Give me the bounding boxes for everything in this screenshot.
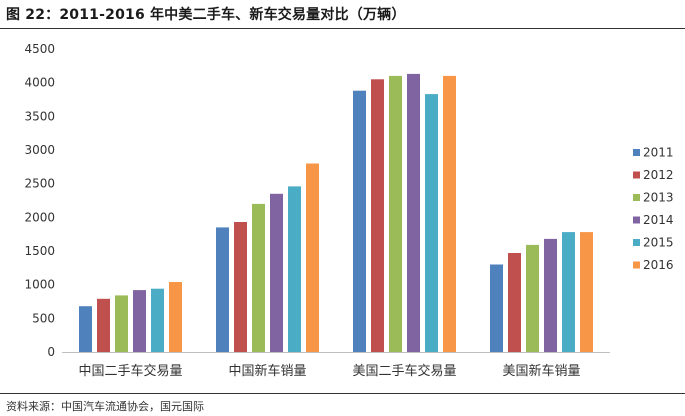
bar (306, 163, 319, 352)
bar (115, 295, 128, 352)
x-axis-labels: 中国二手车交易量 中国新车销量 美国二手车交易量 美国新车销量 (78, 363, 580, 379)
bar (508, 253, 521, 352)
legend-swatch (633, 239, 640, 246)
legend-label: 2012 (643, 168, 674, 182)
y-tick-label: 2500 (24, 177, 55, 191)
y-tick-label: 1000 (24, 278, 55, 292)
legend-label: 2014 (643, 213, 674, 227)
bar (151, 288, 164, 352)
legend: 2011 2012 2013 2014 2015 2016 (633, 146, 674, 272)
bar (216, 227, 229, 352)
bar (169, 282, 182, 352)
bar-chart: 0 500 1000 1500 2000 2500 3000 3500 4000 4500 中国二… (24, 42, 674, 379)
y-tick-label: 3000 (24, 143, 55, 157)
bar (234, 222, 247, 352)
bar (97, 298, 110, 352)
y-tick-label: 4500 (24, 42, 55, 56)
x-tick-label: 美国二手车交易量 (352, 363, 456, 379)
bar (252, 203, 265, 352)
bar (389, 75, 402, 353)
source-note: 资料来源：中国汽车流通协会，国元国际 (6, 400, 204, 413)
bar (270, 193, 283, 352)
legend-label: 2015 (643, 236, 674, 250)
bars (79, 73, 593, 353)
bar (425, 94, 438, 352)
bar (133, 290, 146, 352)
legend-label: 2011 (643, 146, 674, 160)
bar (443, 75, 456, 353)
bar (526, 244, 539, 352)
legend-swatch (633, 216, 640, 224)
x-tick-label: 中国新车销量 (228, 363, 306, 379)
legend-swatch (633, 194, 640, 201)
bar (490, 264, 503, 352)
top-divider (0, 28, 685, 29)
bar (407, 73, 420, 353)
x-tick-label: 中国二手车交易量 (78, 363, 182, 379)
x-tick-label: 美国新车销量 (502, 363, 580, 379)
legend-swatch (633, 149, 640, 156)
bar (580, 232, 593, 352)
bottom-divider (0, 393, 685, 394)
bar (353, 90, 366, 352)
bar (544, 238, 557, 352)
bar (562, 232, 575, 352)
chart-title: 图 22：2011-2016 年中美二手车、新车交易量对比（万辆） (6, 7, 406, 23)
y-axis-ticks: 0 500 1000 1500 2000 2500 3000 3500 4000 4500 (24, 42, 55, 359)
bar (288, 186, 301, 352)
legend-label: 2013 (643, 191, 674, 205)
y-tick-label: 2000 (24, 210, 55, 224)
y-tick-label: 4000 (24, 76, 55, 90)
y-tick-label: 3500 (24, 109, 55, 123)
legend-swatch (633, 261, 640, 269)
bar (371, 79, 384, 353)
legend-label: 2016 (643, 258, 674, 272)
legend-swatch (633, 171, 640, 179)
y-tick-label: 500 (32, 311, 55, 325)
y-tick-label: 1500 (24, 244, 55, 258)
bar (79, 306, 92, 352)
y-tick-label: 0 (47, 345, 55, 359)
